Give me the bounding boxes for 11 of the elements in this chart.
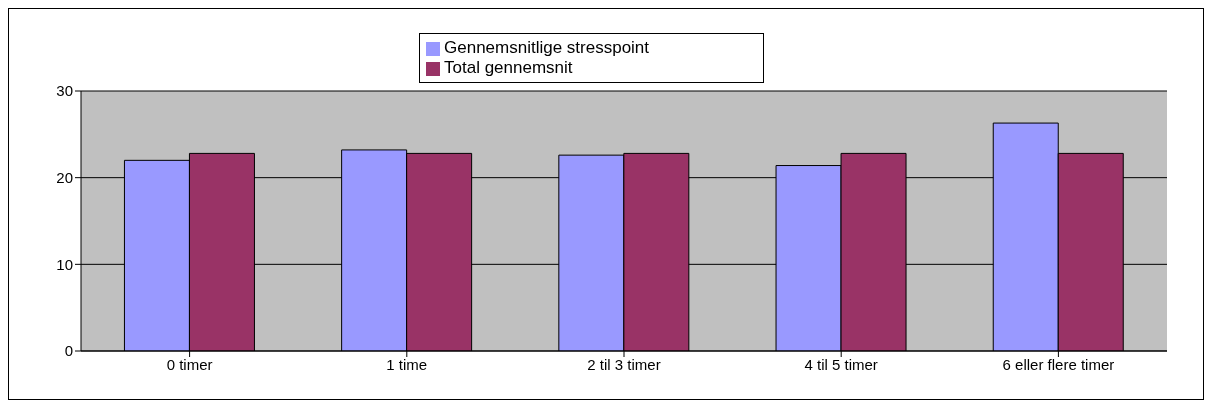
x-tick-label: 6 eller flere timer — [1002, 355, 1115, 373]
legend-label: Gennemsnitlige stresspoint — [444, 38, 650, 57]
x-tick-label: 1 time — [386, 355, 428, 373]
y-tick-label: 0 — [64, 342, 73, 360]
y-tick-label: 30 — [56, 82, 73, 100]
x-tick-label: 2 til 3 timer — [587, 355, 661, 373]
x-tick-label: 4 til 5 timer — [804, 355, 878, 373]
y-tick-label: 20 — [56, 168, 73, 186]
y-tick-label: 10 — [56, 255, 73, 273]
x-tick-label: 0 timer — [166, 355, 213, 373]
legend-label: Total gennemsnit — [444, 58, 573, 77]
